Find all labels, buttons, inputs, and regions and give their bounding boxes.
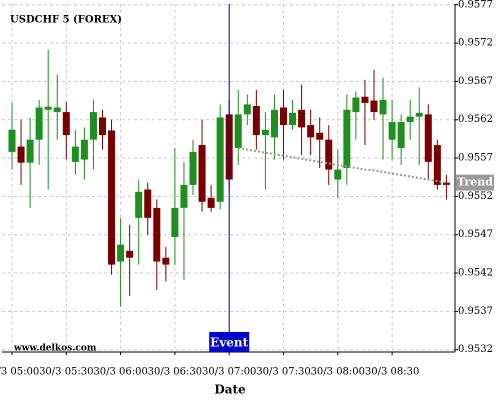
candle-body (298, 109, 306, 128)
trend-label-box (456, 174, 494, 191)
y-tick-label: 0.9542 (458, 268, 493, 279)
trend-line (238, 147, 447, 184)
candle-body (71, 146, 79, 162)
candle-body (53, 107, 61, 113)
candle-body (17, 146, 25, 163)
x-tick-label: 30/3 08:30 (365, 367, 419, 378)
y-tick-label: 0.9562 (458, 114, 493, 125)
x-tick-label: 30/3 07:30 (256, 367, 310, 378)
candle-body (307, 125, 315, 138)
event-label-box (209, 332, 250, 352)
candle-body (126, 250, 134, 258)
x-axis-title: Date (214, 383, 246, 397)
candle-body (26, 139, 34, 163)
candle-body (388, 122, 396, 140)
candle-body (62, 112, 70, 136)
candle-body (162, 257, 170, 265)
candle-body (35, 107, 43, 140)
y-tick-label: 0.9572 (458, 38, 493, 49)
candle-body (80, 139, 88, 160)
x-tick-label: 30/3 08:00 (311, 367, 365, 378)
candle-body (406, 116, 414, 123)
candle-body (44, 106, 52, 110)
candle-body (397, 122, 405, 149)
candle-body (424, 114, 432, 162)
candle-body (252, 105, 260, 136)
event-label: Event (210, 336, 248, 350)
candle-body (243, 104, 251, 115)
candle-body (352, 97, 360, 113)
candle-body (153, 207, 161, 262)
candle-body (280, 107, 287, 126)
candle-body (379, 99, 387, 115)
y-tick-label: 0.9532 (458, 344, 493, 355)
candle-body (144, 189, 152, 218)
candle-body (180, 184, 188, 208)
x-tick-label: 30/3 05:30 (39, 367, 93, 378)
candle-body (343, 109, 351, 169)
candle-body (234, 114, 242, 149)
x-tick-label: 30/3 05:00 (0, 367, 39, 378)
watermark: www.delkos.com (13, 344, 97, 354)
candle-body (216, 117, 224, 202)
candle-body (261, 129, 269, 136)
candle-body (415, 112, 423, 117)
x-tick-label: 30/3 06:00 (93, 367, 147, 378)
candle-body (270, 109, 278, 138)
candle-body (325, 139, 333, 170)
y-tick-label: 0.9577 (458, 0, 493, 10)
candle-body (442, 182, 450, 185)
y-tick-label: 0.9557 (458, 153, 493, 164)
chart-title: USDCHF 5 (FOREX) (10, 15, 122, 26)
candle-body (361, 96, 369, 103)
x-tick-label: 30/3 07:00 (202, 367, 256, 378)
candle-body (117, 244, 125, 262)
candle-body (171, 207, 179, 238)
trend-label: Trend (457, 176, 493, 189)
candle-body (99, 117, 106, 136)
candle-body (135, 191, 143, 218)
candle-body (316, 132, 324, 140)
x-tick-label: 30/3 06:30 (148, 367, 202, 378)
candle-body (207, 197, 215, 208)
y-tick-label: 0.9537 (458, 306, 493, 317)
candle-body (433, 145, 441, 185)
candle-body (198, 145, 206, 202)
candle-body (289, 112, 297, 126)
candle-body (334, 169, 342, 180)
candle-body (370, 100, 378, 113)
candle-body (189, 151, 197, 185)
y-tick-label: 0.9547 (458, 229, 493, 240)
candle-body (89, 112, 97, 140)
y-tick-label: 0.9567 (458, 76, 493, 87)
candle-body (108, 130, 116, 265)
y-tick-label: 0.9552 (458, 191, 493, 202)
candle-body (8, 129, 16, 152)
